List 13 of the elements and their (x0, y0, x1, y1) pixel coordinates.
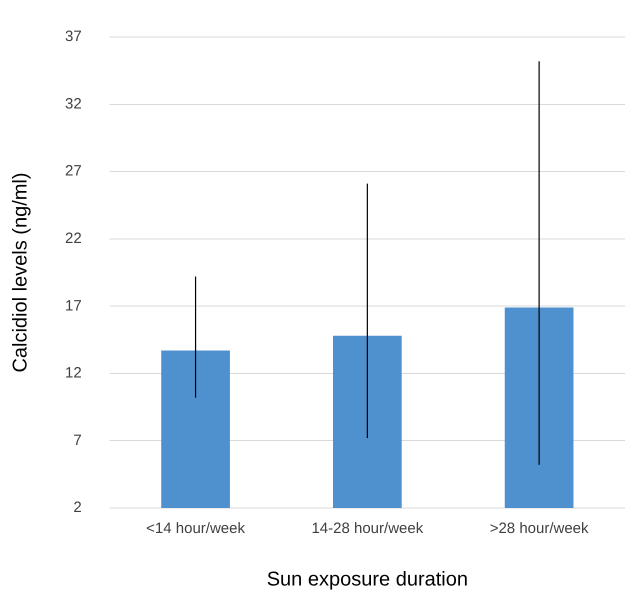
x-tick-label: >28 hour/week (490, 520, 590, 538)
x-axis-title: Sun exposure duration (266, 568, 468, 591)
y-tick-label: 2 (73, 499, 82, 516)
y-tick-label: 7 (73, 432, 82, 449)
x-tick-label: <14 hour/week (146, 520, 246, 538)
y-tick-label: 27 (64, 162, 82, 180)
y-tick-label: 37 (64, 28, 82, 46)
y-axis-title: Calcidiol levels (ng/ml) (10, 172, 32, 373)
y-tick-label: 32 (64, 95, 82, 112)
x-tick-label: 14-28 hour/week (311, 520, 424, 538)
y-tick-label: 12 (64, 364, 82, 382)
y-tick-label: 17 (64, 297, 82, 314)
y-tick-label: 22 (64, 230, 82, 247)
